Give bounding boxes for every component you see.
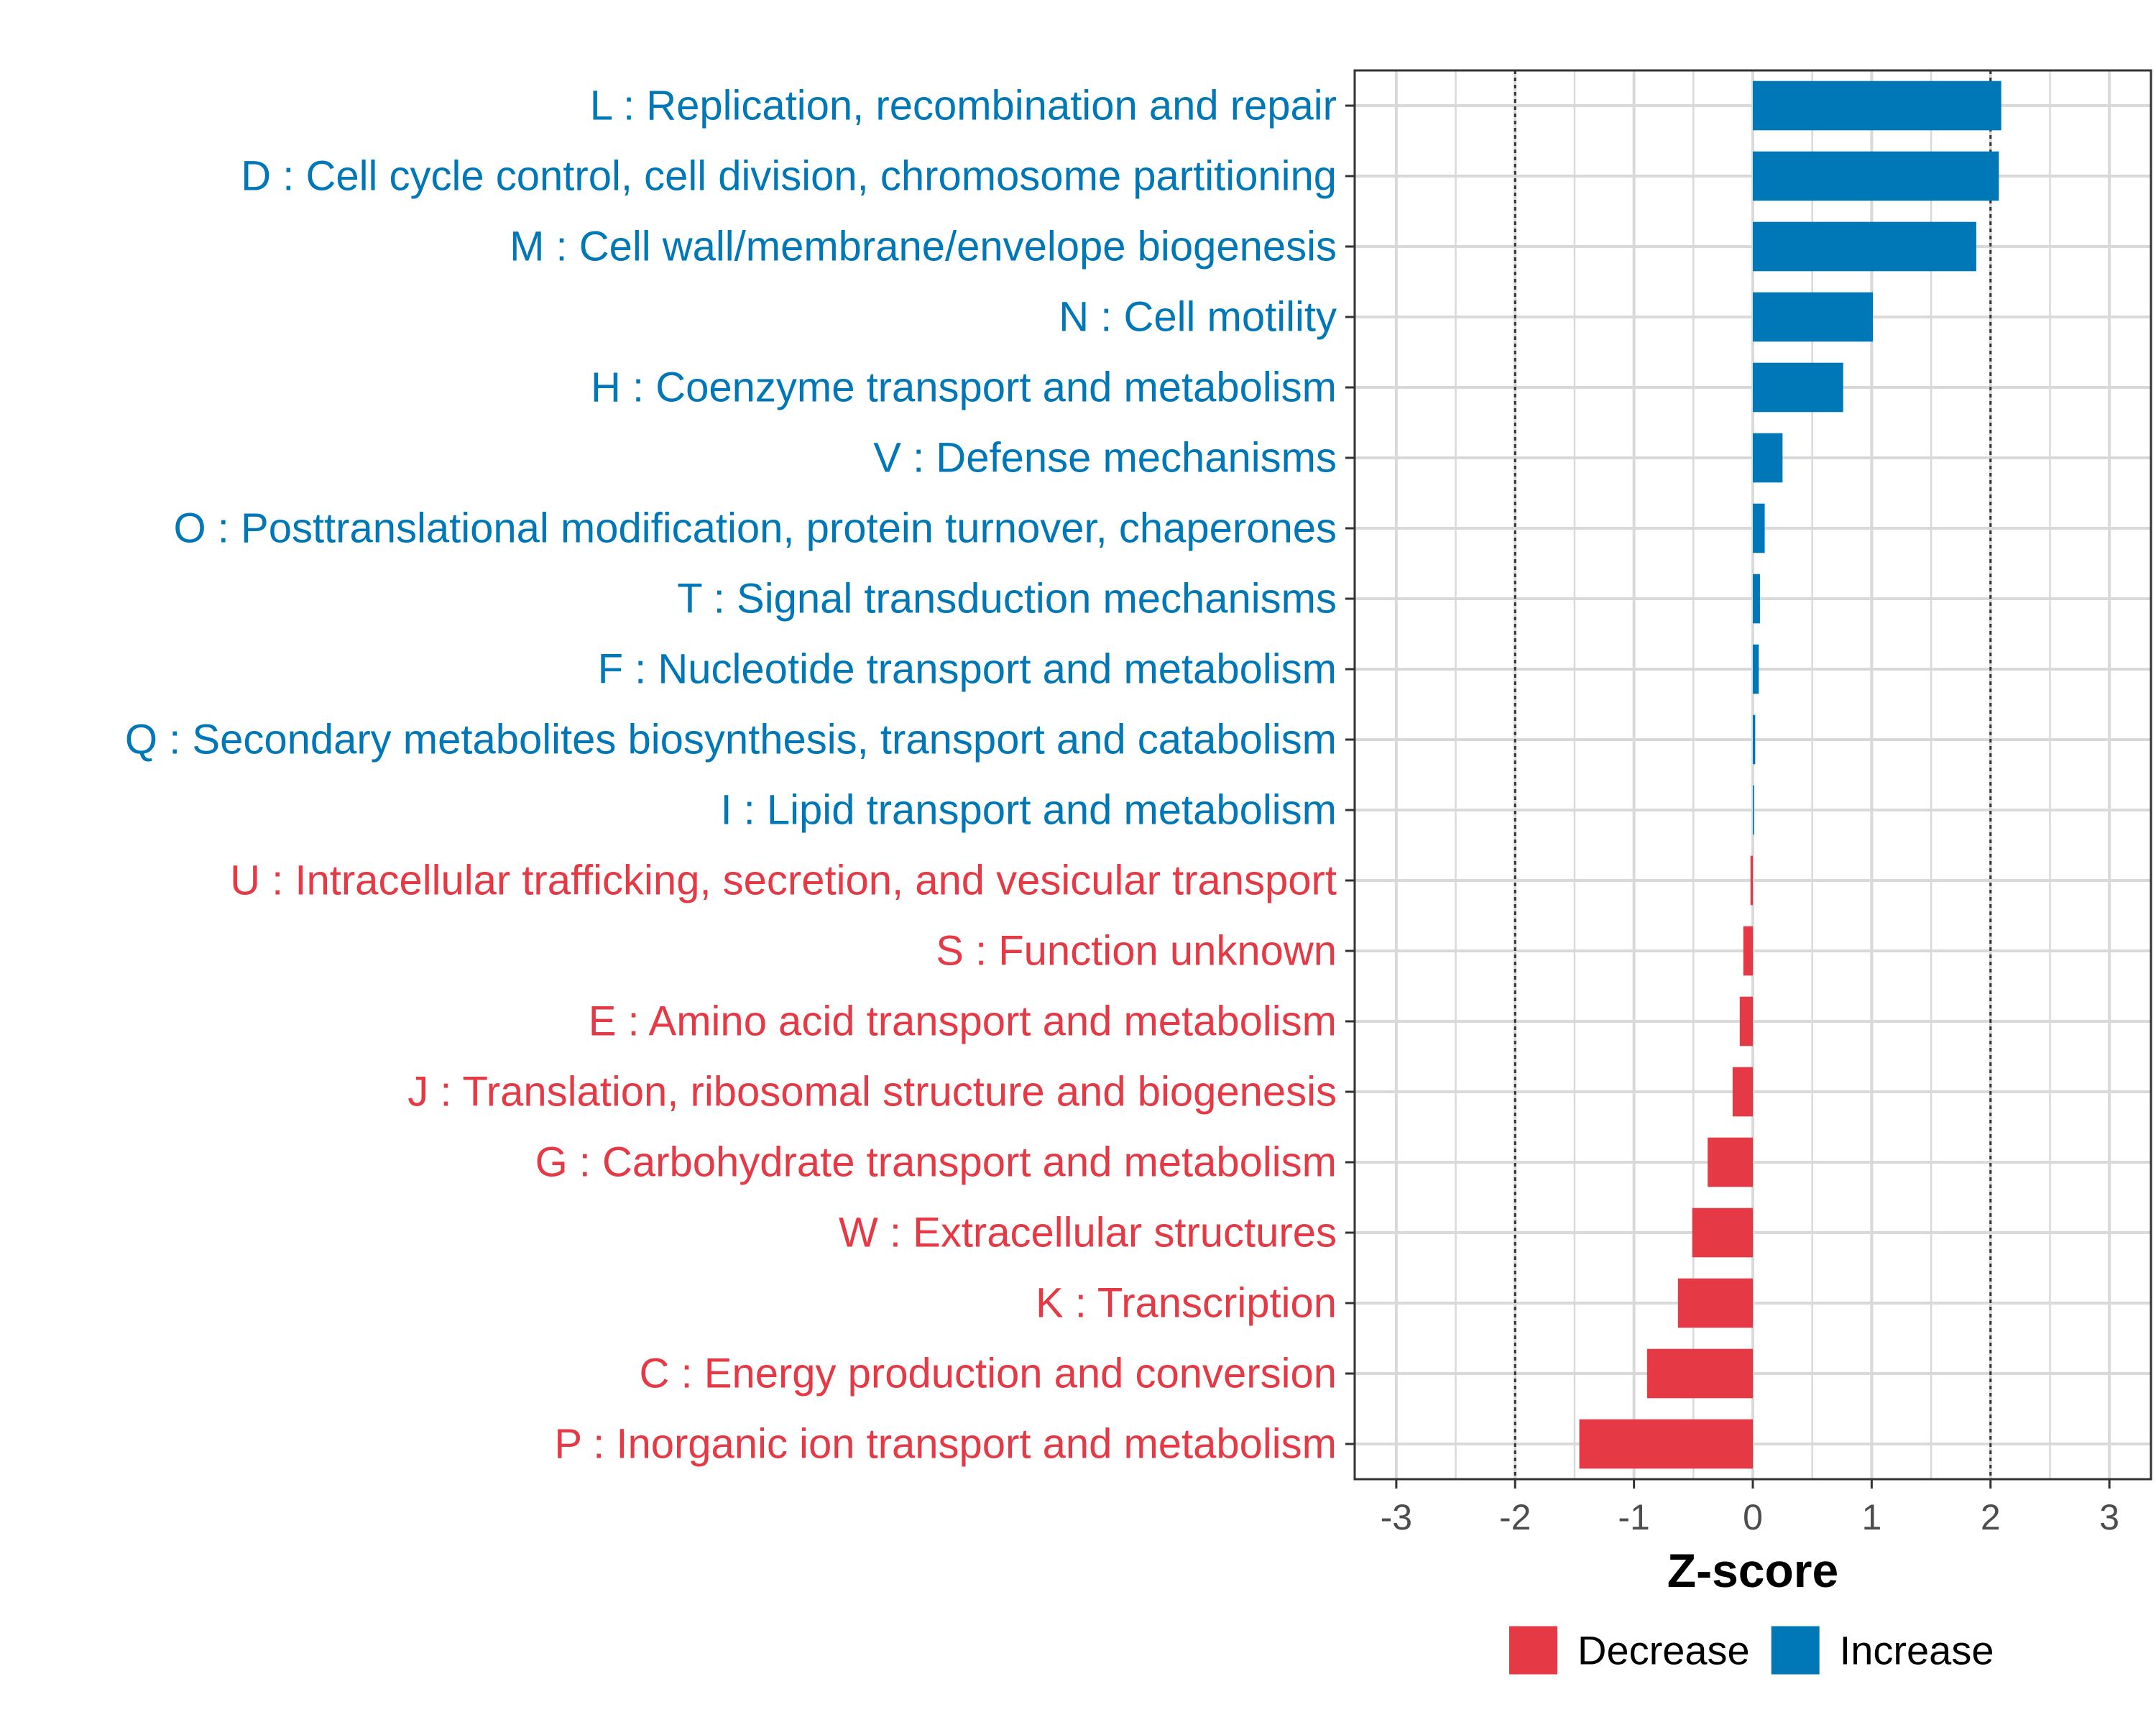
category-label: F : Nucleotide transport and metabolism: [598, 646, 1337, 693]
x-tick-label: 3: [2099, 1497, 2119, 1537]
bar: [1753, 362, 1843, 413]
bar: [1692, 1208, 1753, 1258]
threshold-lines: [1514, 70, 1992, 1479]
x-tick-label: -1: [1618, 1497, 1649, 1537]
x-tick-label: 1: [1861, 1497, 1881, 1537]
bar: [1753, 80, 2001, 131]
bar: [1708, 1137, 1753, 1187]
bar: [1753, 644, 1759, 694]
axis-ticks: -3 -2 -1 0 1 2 3: [1345, 104, 2119, 1537]
bar: [1753, 503, 1765, 553]
category-label: N : Cell motility: [1059, 294, 1337, 341]
category-label: Q : Secondary metabolites biosynthesis, …: [125, 717, 1337, 763]
category-label: G : Carbohydrate transport and metabolis…: [535, 1139, 1337, 1186]
category-label: I : Lipid transport and metabolism: [720, 787, 1337, 834]
bar: [1732, 1067, 1753, 1117]
category-label: K : Transcription: [1036, 1280, 1337, 1327]
bar: [1753, 714, 1756, 765]
x-axis-title: Z-score: [1667, 1544, 1838, 1597]
bar: [1677, 1278, 1753, 1328]
category-label: V : Defense mechanisms: [873, 435, 1337, 482]
plot-panel-border: [1353, 69, 2152, 1481]
grid-layer: [1355, 70, 2151, 1479]
bars-layer: [1579, 80, 2001, 1469]
x-tick-label: -3: [1381, 1497, 1412, 1537]
category-label: E : Amino acid transport and metabolism: [589, 998, 1337, 1045]
bar: [1579, 1419, 1753, 1469]
bar: [1753, 292, 1874, 342]
bar: [1750, 855, 1753, 906]
category-label: C : Energy production and conversion: [640, 1351, 1337, 1397]
legend-swatch: [1509, 1626, 1557, 1675]
bar: [1739, 996, 1753, 1046]
category-label: J : Translation, ribosomal structure and…: [407, 1069, 1337, 1116]
category-label: S : Function unknown: [936, 928, 1337, 975]
category-label: W : Extracellular structures: [839, 1210, 1337, 1256]
bar: [1646, 1348, 1753, 1399]
category-label: U : Intracellular trafficking, secretion…: [230, 857, 1337, 904]
bar: [1753, 433, 1783, 483]
x-tick-label: 2: [1981, 1497, 2001, 1537]
category-label: L : Replication, recombination and repai…: [590, 83, 1337, 129]
category-label: O : Posttranslational modification, prot…: [174, 505, 1337, 552]
category-labels: L : Replication, recombination and repai…: [125, 83, 1337, 1468]
category-label: D : Cell cycle control, cell division, c…: [241, 153, 1337, 200]
x-tick-label: -2: [1499, 1497, 1531, 1537]
legend-label: Decrease: [1577, 1628, 1750, 1673]
legend-swatch: [1771, 1626, 1820, 1675]
legend-label: Increase: [1840, 1628, 1994, 1673]
bar: [1753, 574, 1760, 624]
category-label: M : Cell wall/membrane/envelope biogenes…: [510, 224, 1337, 270]
category-label: H : Coenzyme transport and metabolism: [591, 364, 1337, 411]
bar: [1743, 926, 1753, 976]
bar: [1753, 151, 1999, 201]
category-label: T : Signal transduction mechanisms: [677, 576, 1337, 622]
x-tick-label: 0: [1743, 1497, 1763, 1537]
bar: [1753, 785, 1754, 835]
bar: [1753, 221, 1976, 272]
category-label: P : Inorganic ion transport and metaboli…: [554, 1421, 1337, 1468]
legend: Decrease Increase: [1509, 1626, 1994, 1675]
